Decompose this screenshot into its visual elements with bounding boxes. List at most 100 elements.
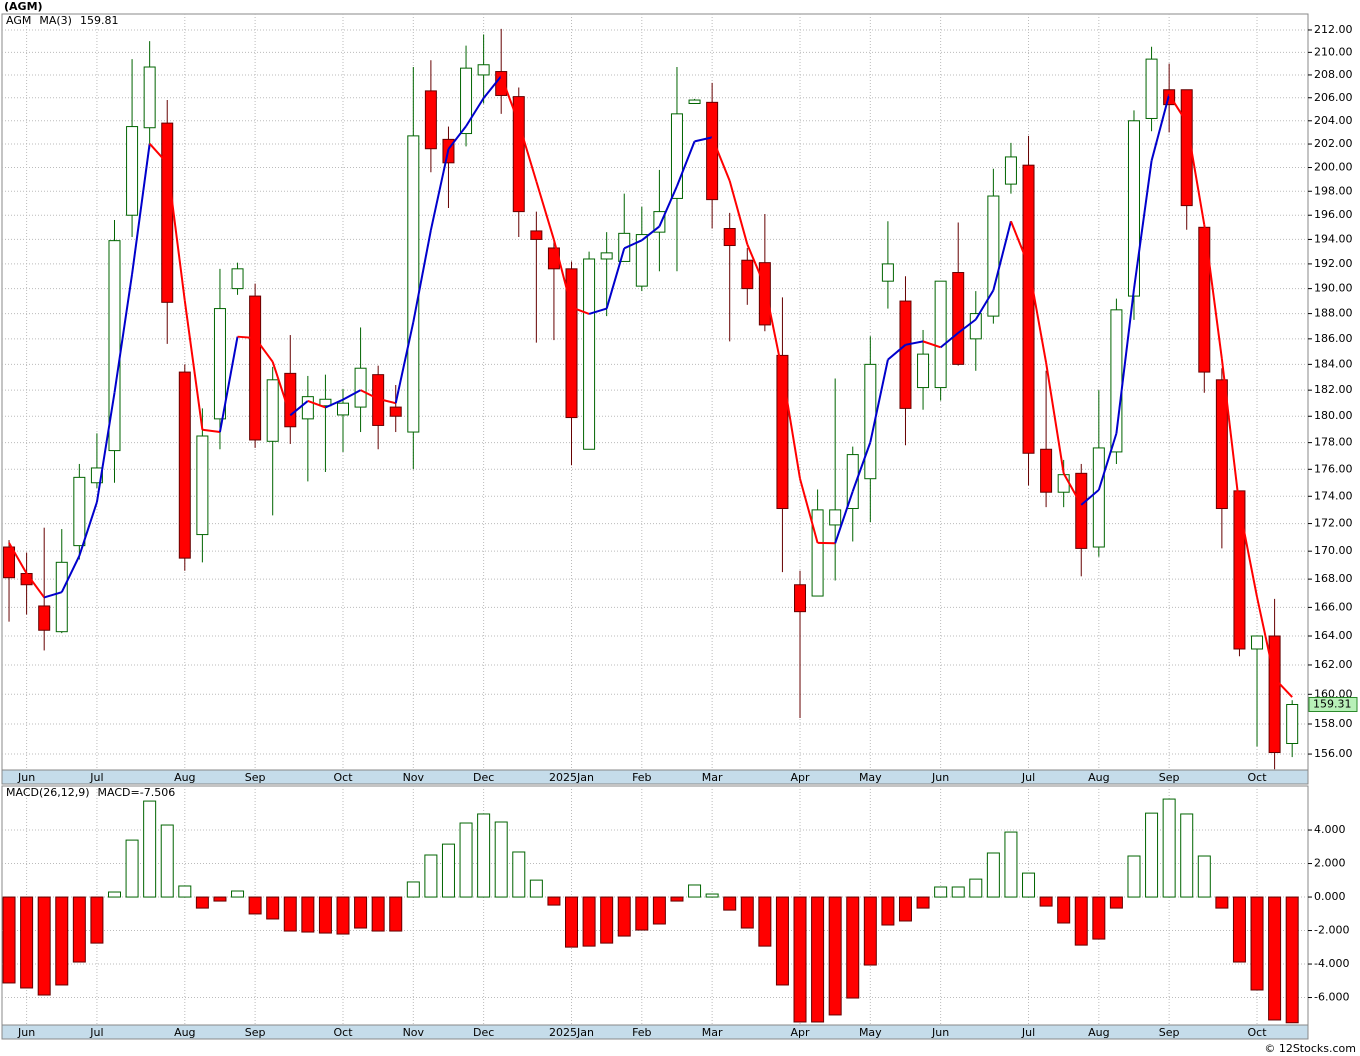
y-tick-label: 168.00	[1314, 572, 1353, 585]
macd-bar	[793, 896, 807, 1023]
macd-bar	[90, 896, 104, 944]
candle-body	[249, 295, 262, 441]
candle-body	[776, 354, 789, 510]
macd-bar	[494, 821, 508, 898]
ma-segment	[1168, 94, 1188, 123]
y-tick-label: -2.000	[1314, 924, 1349, 937]
ma-segment	[95, 392, 116, 503]
candle-body	[670, 113, 683, 199]
macd-bar	[951, 886, 965, 898]
macd-bar	[529, 879, 543, 898]
macd-bar	[740, 896, 754, 929]
candle-body	[231, 268, 244, 290]
candle-body	[1215, 379, 1228, 510]
candle-body	[1251, 635, 1264, 650]
ma-segment	[1080, 489, 1100, 506]
ma-segment	[447, 125, 467, 150]
macd-bar	[107, 891, 121, 898]
x-tick-label: Mar	[702, 1026, 723, 1039]
ma-segment	[905, 340, 924, 346]
macd-bar	[1145, 812, 1159, 898]
macd-bar	[459, 822, 473, 898]
ma-segment	[166, 163, 186, 301]
y-tick-label: 188.00	[1314, 307, 1353, 320]
candle-body	[337, 402, 350, 416]
candle-body	[178, 371, 191, 559]
macd-bar	[1268, 896, 1282, 1021]
macd-bar	[1215, 896, 1229, 909]
candle-body	[161, 122, 174, 303]
candle-body	[706, 101, 719, 201]
candle-body	[758, 262, 771, 326]
macd-bar	[1180, 813, 1194, 898]
ma-segment	[922, 340, 941, 349]
macd-bar	[916, 896, 930, 909]
macd-bar	[863, 896, 877, 966]
ma-segment	[588, 307, 607, 315]
candle-body	[1268, 635, 1281, 754]
candle-body	[723, 228, 736, 247]
x-tick-label: Sep	[245, 771, 266, 784]
macd-bar	[1074, 896, 1088, 946]
candle-body	[424, 90, 437, 150]
macd-bar	[143, 800, 157, 898]
ma-segment	[1132, 160, 1153, 290]
macd-bar	[20, 896, 34, 989]
macd-bar	[336, 896, 350, 935]
x-tick-label: Jun	[931, 1026, 949, 1039]
y-tick-label: 0.000	[1314, 890, 1346, 903]
macd-bar	[231, 890, 245, 898]
macd-bar	[160, 824, 174, 898]
ma-segment	[429, 148, 450, 231]
macd-bar	[1022, 872, 1036, 898]
candle-body	[583, 258, 596, 450]
x-tick-label: Oct	[333, 1026, 353, 1039]
candle-body	[477, 64, 490, 76]
ma-segment	[360, 389, 379, 400]
ma-segment	[1273, 677, 1293, 698]
macd-bar	[1039, 896, 1053, 907]
ma-segment	[78, 501, 98, 557]
ma-segment	[60, 555, 81, 593]
y-tick-label: 210.00	[1314, 45, 1353, 58]
ma-segment	[535, 181, 555, 241]
legend-label: AGM	[6, 14, 31, 27]
candle-body	[917, 353, 930, 389]
macd-bar	[1057, 896, 1071, 924]
candle-body	[969, 313, 982, 340]
ma-segment	[869, 359, 889, 443]
macd-bar	[547, 896, 561, 906]
ma-segment	[763, 285, 784, 373]
candle-body	[512, 96, 525, 213]
ma-segment	[834, 490, 854, 544]
y-tick-label: 180.00	[1314, 409, 1353, 422]
y-tick-label: 192.00	[1314, 257, 1353, 270]
x-tick-label: Jul	[89, 1026, 103, 1039]
y-tick-label: 156.00	[1314, 747, 1353, 760]
ma-segment	[1150, 94, 1171, 162]
ma-segment	[658, 185, 678, 227]
ma-segment	[781, 371, 802, 479]
ma-segment	[746, 243, 766, 287]
macd-bar	[1285, 896, 1299, 1024]
y-tick-label: 186.00	[1314, 332, 1353, 345]
y-tick-label: 172.00	[1314, 517, 1353, 530]
candle-body	[811, 509, 824, 597]
x-tick-label: Nov	[403, 1026, 425, 1039]
ma-segment	[571, 306, 590, 315]
candle-body	[688, 99, 701, 104]
candle-body	[1286, 703, 1299, 744]
ma-segment	[289, 400, 309, 417]
macd-bar	[688, 884, 702, 898]
x-tick-label: Aug	[174, 771, 195, 784]
y-tick-label: 206.00	[1314, 91, 1353, 104]
footer: © 12Stocks.com	[1264, 1042, 1356, 1055]
macd-bar	[301, 896, 315, 933]
y-tick-label: 198.00	[1314, 184, 1353, 197]
x-tick-label: Dec	[473, 1026, 494, 1039]
macd-bar	[582, 896, 596, 947]
macd-bar	[898, 896, 912, 922]
macd-bar	[389, 896, 403, 932]
macd-bar	[670, 896, 684, 902]
ma-segment	[851, 441, 872, 492]
